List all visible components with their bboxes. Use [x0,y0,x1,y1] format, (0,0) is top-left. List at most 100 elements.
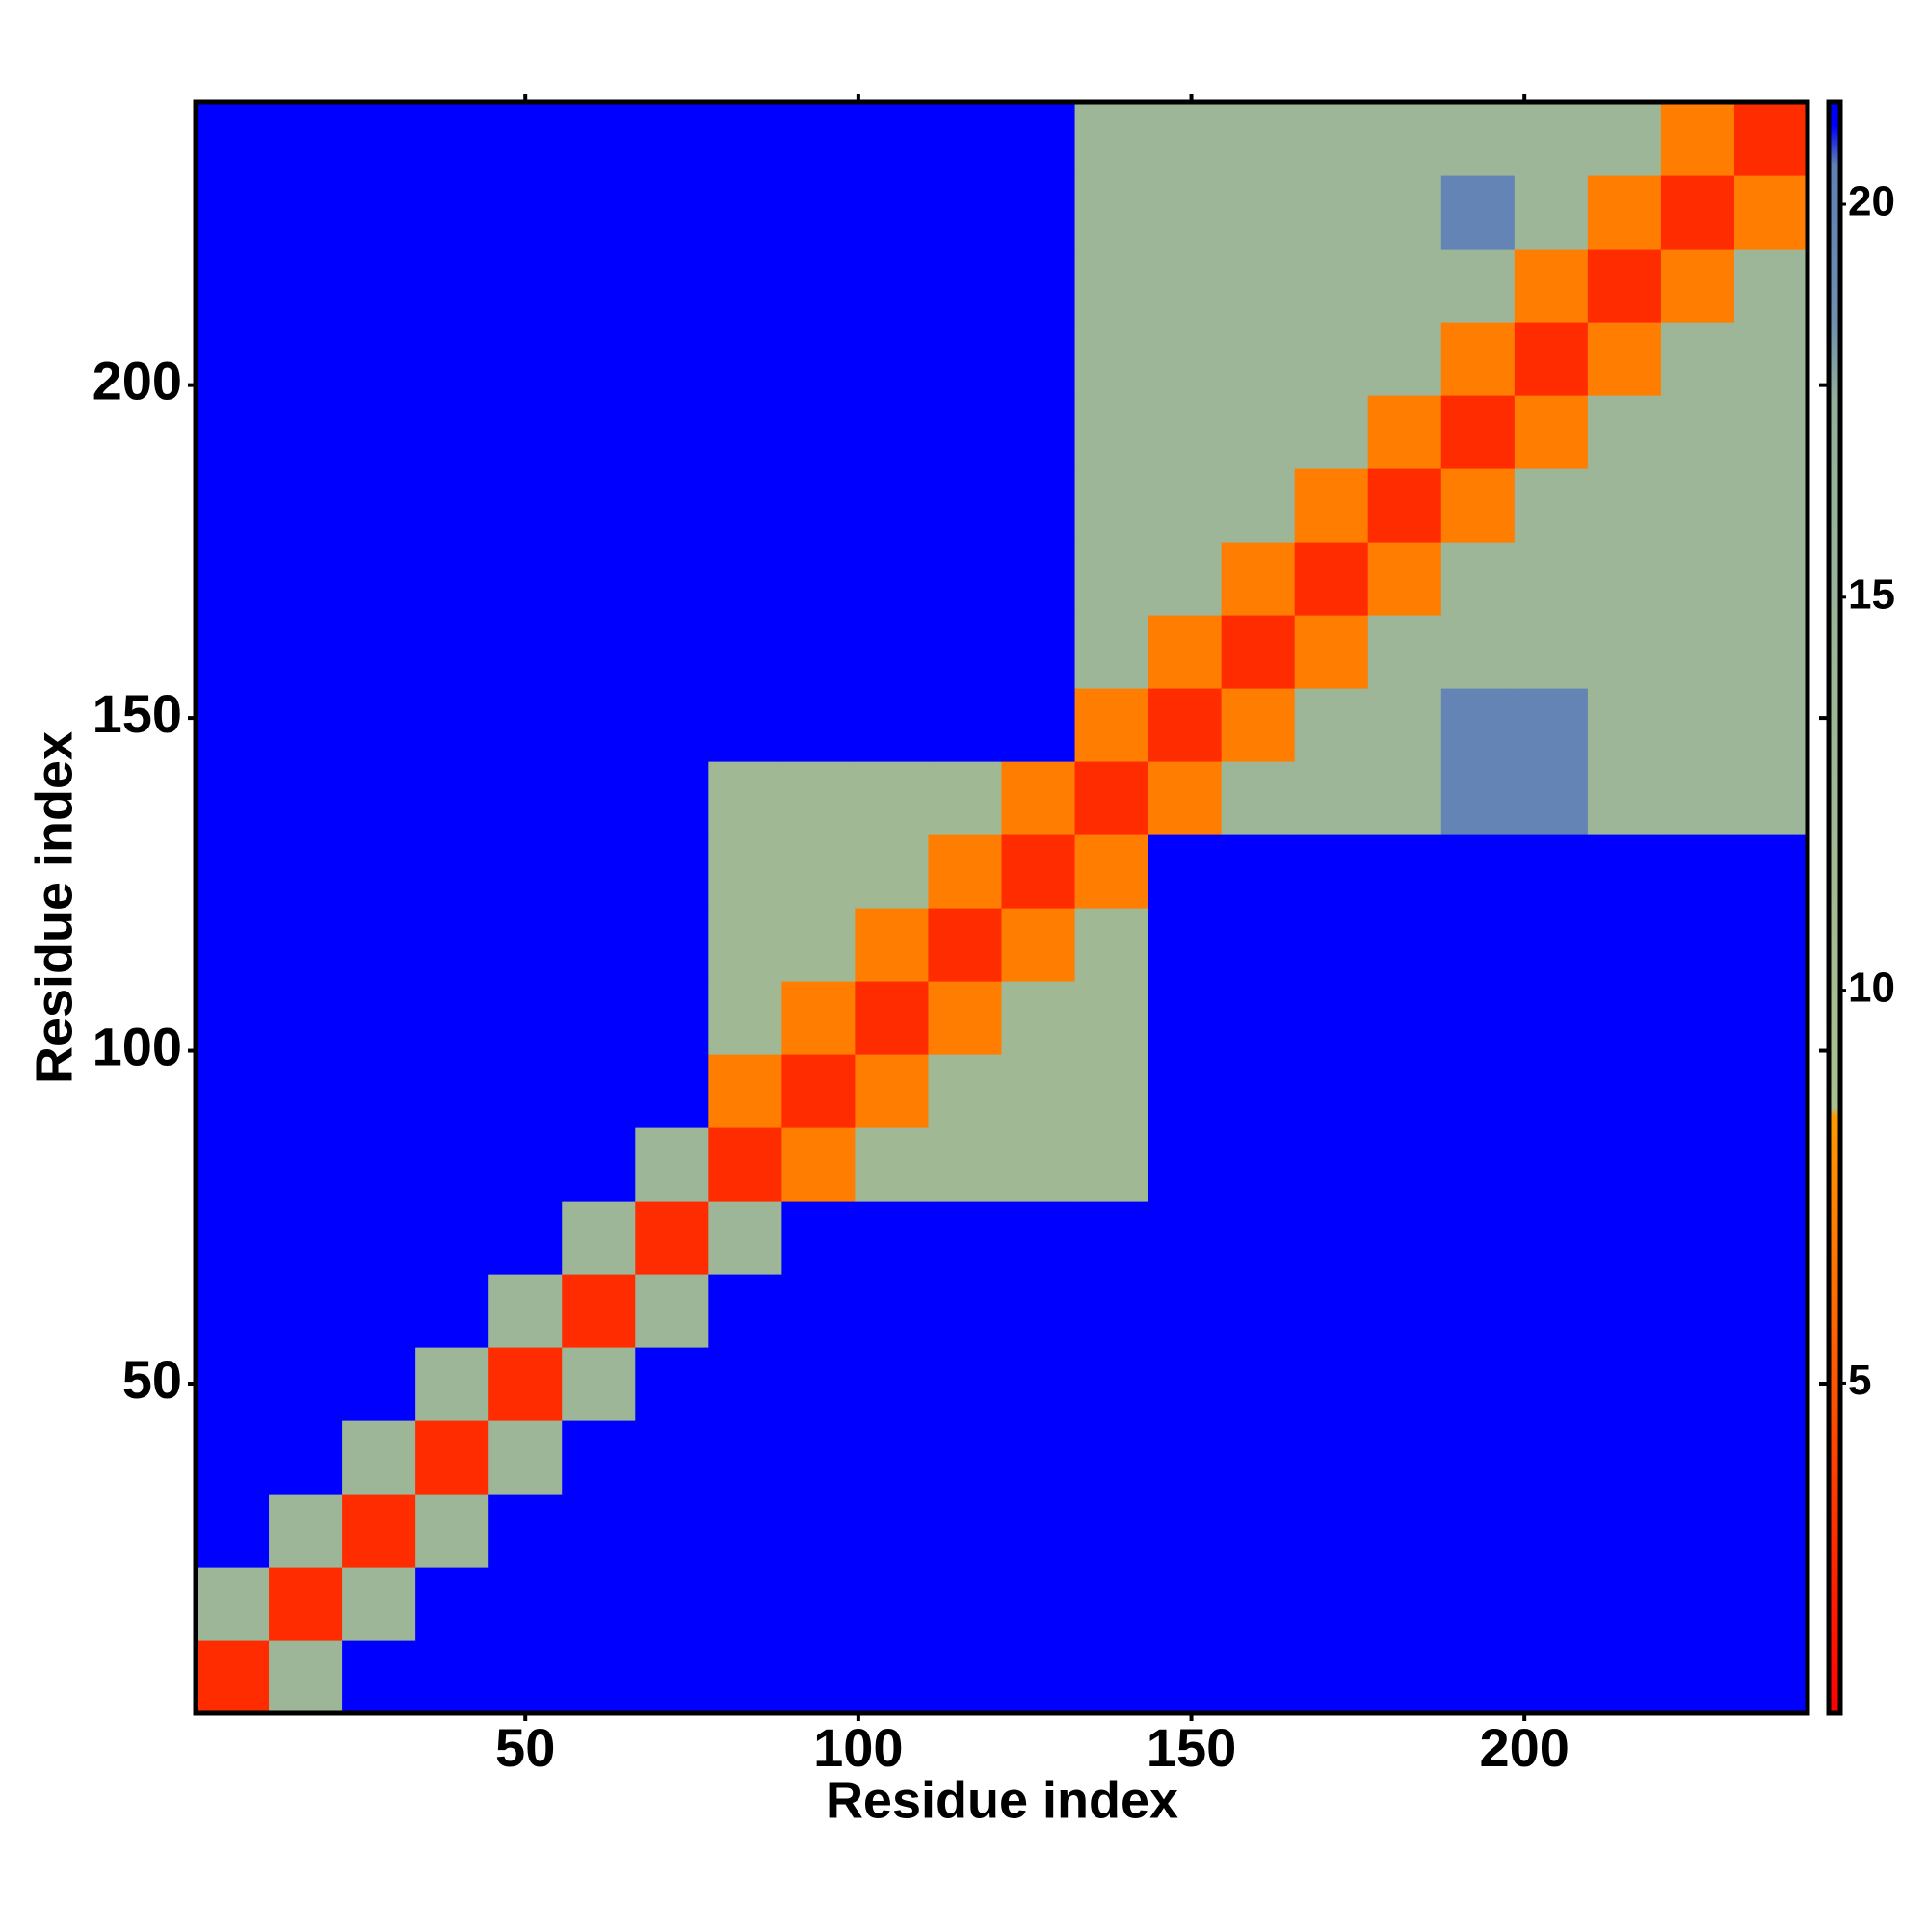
heatmap-cell [1148,322,1223,396]
heatmap-cell [635,981,709,1055]
colorbar-tick-label: 5 [1848,1357,1871,1404]
heatmap-cell [1587,1640,1662,1714]
heatmap-cell [1221,1494,1296,1568]
heatmap-cell [1733,249,1808,323]
heatmap-cell [1367,981,1442,1055]
heatmap-cell [1514,1494,1589,1568]
heatmap-cell [1733,1127,1808,1202]
heatmap-cell [1367,1494,1442,1568]
heatmap-cell [1148,688,1223,762]
heatmap-cell [1074,1640,1149,1714]
heatmap-cell [928,1127,1003,1202]
heatmap-cell [488,542,563,616]
colorbar-tick-label: 10 [1848,964,1895,1011]
heatmap-cell [488,1640,563,1714]
heatmap-cell [562,981,636,1055]
y-tick-label: 200 [92,350,182,410]
heatmap-cell [415,761,489,835]
heatmap-cell [269,908,343,982]
heatmap-cell [1440,395,1516,469]
heatmap-cell [1587,688,1662,762]
heatmap-cell [562,615,636,689]
heatmap-cell [488,615,563,689]
heatmap-cell [1221,102,1296,176]
heatmap-cell [781,1494,857,1568]
heatmap-cell [1074,1494,1149,1568]
heatmap-cell [342,468,416,543]
heatmap-cell [196,395,270,469]
heatmap-cell [562,1274,636,1348]
heatmap-cell [1074,615,1149,689]
heatmap-cell [1660,1494,1735,1568]
heatmap-cell [708,1640,782,1714]
heatmap-cell [855,834,930,909]
heatmap-cell [1001,1347,1076,1421]
heatmap-cell [1660,542,1735,616]
heatmap-cell [1367,1054,1442,1128]
heatmap-cell [1440,542,1516,616]
heatmap-cell [1733,1567,1808,1641]
heatmap-cell [1148,1054,1223,1128]
heatmap-cell [708,1420,782,1495]
heatmap-cell [928,468,1003,543]
heatmap-cell [196,542,270,616]
heatmap-cell [1221,175,1296,250]
heatmap-cell [1440,175,1516,250]
heatmap-cell [488,1347,563,1421]
x-tick-label: 150 [1147,1717,1236,1778]
heatmap-cell [196,1640,270,1714]
heatmap-cell [781,981,857,1055]
heatmap-cell [488,1201,563,1275]
heatmap-cell [1221,1054,1296,1128]
heatmap-cell [1660,1567,1735,1641]
heatmap-cell [1294,761,1369,835]
heatmap-cell [1074,908,1149,982]
heatmap-cell [342,1127,416,1202]
heatmap-cell [1367,834,1442,909]
heatmap-cell [1514,395,1589,469]
heatmap-cell [1001,1201,1076,1275]
heatmap-cell [928,1201,1003,1275]
heatmap-cell [415,1347,489,1421]
heatmap-cell [1221,981,1296,1055]
heatmap-cell [562,322,636,396]
heatmap-cell [196,761,270,835]
heatmap-cell [1074,834,1149,909]
heatmap-cell [1074,322,1149,396]
heatmap-cell [1660,1347,1735,1421]
heatmap-cell [1221,542,1296,616]
y-tick-label: 150 [92,683,182,744]
heatmap-cell [1367,1640,1442,1714]
heatmap-cell [1221,834,1296,909]
heatmap-cell [562,1420,636,1495]
heatmap-cell [1587,615,1662,689]
heatmap-cell [1587,1274,1662,1348]
heatmap-cell [855,1420,930,1495]
heatmap-cell [269,1274,343,1348]
heatmap-cell [708,1054,782,1128]
heatmap-cell [196,322,270,396]
heatmap-cell [1587,1054,1662,1128]
heatmap-cell [269,761,343,835]
heatmap-cell [342,322,416,396]
heatmap-cell [1001,981,1076,1055]
heatmap-cell [488,1127,563,1202]
heatmap-cell [488,761,563,835]
heatmap-cell [269,1494,343,1568]
heatmap-cell [1294,1054,1369,1128]
heatmap-cell [1074,688,1149,762]
heatmap-cell [1587,249,1662,323]
heatmap-cell [562,102,636,176]
heatmap-cell [1587,761,1662,835]
heatmap-cell [708,468,782,543]
heatmap-cell [1587,468,1662,543]
heatmap-cell [1514,688,1589,762]
heatmap-cell [1367,175,1442,250]
heatmap-cell [855,1567,930,1641]
heatmap-cell [635,322,709,396]
heatmap-cell [1440,834,1516,909]
heatmap-cell [269,1054,343,1128]
heatmap-cell [1074,395,1149,469]
heatmap-cell [1221,322,1296,396]
heatmap-cell [1148,249,1223,323]
